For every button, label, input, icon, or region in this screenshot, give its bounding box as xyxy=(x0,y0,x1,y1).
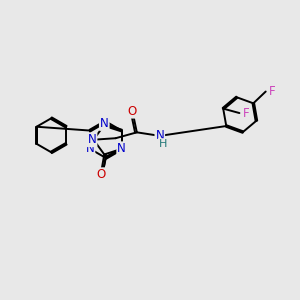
Text: N: N xyxy=(117,142,126,155)
Text: N: N xyxy=(88,133,97,146)
Text: F: F xyxy=(269,85,275,98)
Text: H: H xyxy=(159,139,167,149)
Text: O: O xyxy=(128,105,137,118)
Text: N: N xyxy=(85,142,94,155)
Text: F: F xyxy=(243,106,249,119)
Text: O: O xyxy=(96,168,105,181)
Text: N: N xyxy=(155,129,164,142)
Text: N: N xyxy=(100,117,109,130)
